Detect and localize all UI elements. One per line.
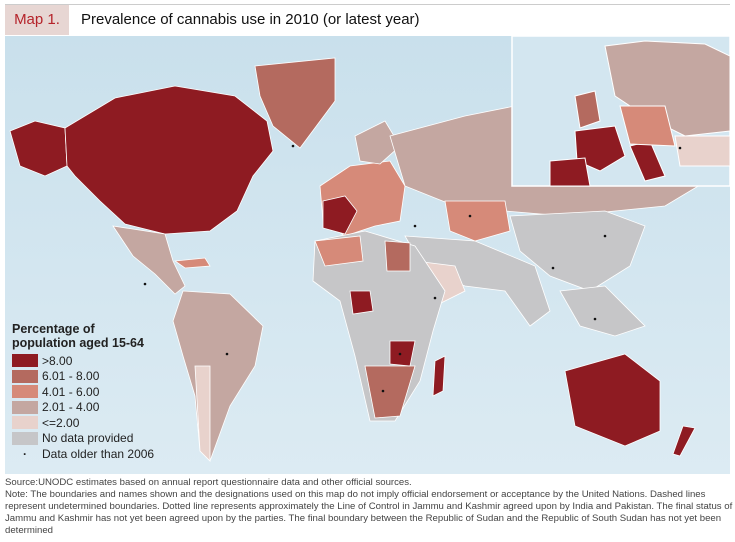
new-zealand [672,425,696,457]
egypt [384,240,411,272]
southeast-asia [559,285,646,337]
map-svg [9,36,730,462]
legend-item: >8.00 [12,353,154,369]
map-title: Prevalence of cannabis use in 2010 (or l… [81,11,420,28]
legend-item: 4.01 - 6.00 [12,384,154,400]
disclaimer-note: Note: The boundaries and names shown and… [5,489,733,536]
source-note: Source:UNODC estimates based on annual r… [5,477,412,488]
caribbean [173,257,211,269]
map-notes: Source:UNODC estimates based on annual r… [5,477,733,537]
morocco-algeria [314,235,364,267]
legend-item: No data provided [12,431,154,447]
map-legend: Percentage of population aged 15-64 >8.0… [12,322,154,462]
legend-title: Percentage of population aged 15-64 [12,322,144,350]
zambia-zimbabwe [389,340,416,367]
southern-africa [364,365,416,419]
china-east-asia [509,210,646,292]
scandinavia [354,120,401,165]
legend-item: 6.01 - 8.00 [12,369,154,385]
nigeria [349,290,374,315]
map-number: Map 1. [5,5,69,35]
legend-item-dot: · Data older than 2006 [12,446,154,462]
chile-argentina [194,365,211,462]
dot-icon: · [23,446,27,461]
greenland [254,57,336,149]
alaska [9,120,68,177]
legend-item: <=2.00 [12,415,154,431]
france-spain-italy [322,195,358,235]
south-america [172,290,264,462]
madagascar [432,355,446,397]
australia [564,353,661,447]
legend-item: 2.01 - 4.00 [12,400,154,416]
mexico-central-america [112,225,186,295]
north-america-us-canada [64,85,274,235]
kazakhstan-central-asia [444,200,511,242]
world-map [5,36,730,474]
map-header: Map 1. Prevalence of cannabis use in 201… [5,4,730,35]
inset-europe [511,36,730,187]
older-data-dots [143,144,682,393]
